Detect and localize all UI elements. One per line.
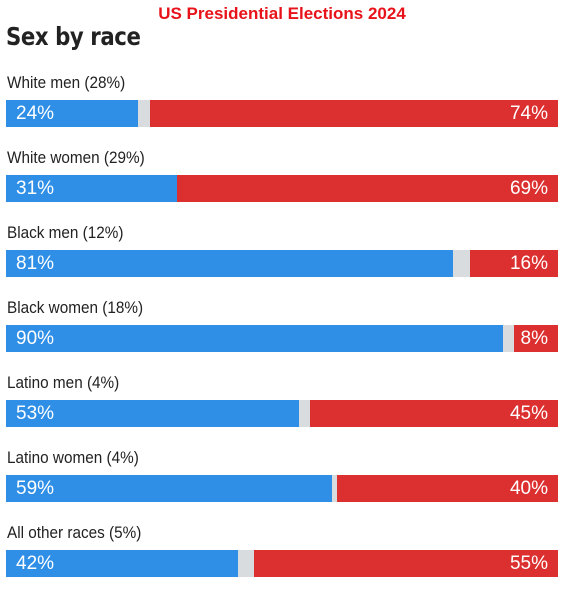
bar-segment-dem <box>6 400 299 427</box>
data-label-dem: 24% <box>16 103 55 124</box>
bar-segment-dem <box>6 175 178 202</box>
bar-segment-rep <box>337 475 558 502</box>
bar-segment-dem <box>6 325 503 352</box>
data-label-rep: 55% <box>509 553 548 574</box>
chart-subtitle: Sex by race <box>6 22 141 51</box>
data-label-rep: 40% <box>509 478 548 499</box>
data-label-rep: 69% <box>509 178 548 199</box>
bar-segment-dem <box>6 550 238 577</box>
bar-segment-other <box>453 250 470 277</box>
stacked-bar: 90% 8% <box>6 325 558 352</box>
category-label: Latino men (4%) <box>7 373 120 392</box>
chart-title: US Presidential Elections 2024 <box>158 4 406 23</box>
data-label-dem: 53% <box>16 403 55 424</box>
stacked-bar: 42% 55% <box>6 550 558 577</box>
bar-row: All other races (5%) 42% 55% <box>0 523 564 583</box>
bar-segment-rep <box>469 250 558 277</box>
bar-segment-other <box>331 475 338 502</box>
category-label: Black men (12%) <box>7 223 124 242</box>
data-label-dem: 90% <box>16 328 55 349</box>
category-label: All other races (5%) <box>7 523 142 542</box>
bar-segment-other <box>138 100 150 127</box>
bar-segment-rep <box>513 325 558 352</box>
bar-row: Black women (18%) 90% 8% <box>0 298 564 358</box>
data-label-rep: 8% <box>520 328 548 349</box>
bar-segment-dem <box>6 250 454 277</box>
data-label-rep: 74% <box>509 103 548 124</box>
bar-segment-rep <box>254 550 558 577</box>
category-label: White men (28%) <box>7 73 126 92</box>
stacked-bar: 53% 45% <box>6 400 558 427</box>
bar-segment-dem <box>6 475 332 502</box>
stacked-bar: 31% 69% <box>6 175 558 202</box>
bar-row: White women (29%) 31% 69% <box>0 148 564 208</box>
category-label: Black women (18%) <box>7 298 144 317</box>
category-label: Latino women (4%) <box>7 448 139 467</box>
bar-segment-other <box>502 325 514 352</box>
bar-segment-other <box>298 400 310 427</box>
data-label-dem: 81% <box>16 253 55 274</box>
bar-segment-other <box>237 550 255 577</box>
stacked-bar: 81% 16% <box>6 250 558 277</box>
stacked-bar: 59% 40% <box>6 475 558 502</box>
bar-row: White men (28%) 24% 74% <box>0 73 564 133</box>
bar-segment-rep <box>309 400 558 427</box>
stacked-bar: 24% 74% <box>6 100 558 127</box>
data-label-dem: 31% <box>16 178 55 199</box>
bar-segment-dem <box>6 100 139 127</box>
data-label-rep: 45% <box>509 403 548 424</box>
data-label-dem: 42% <box>16 553 55 574</box>
bar-segment-rep <box>177 175 558 202</box>
bar-row: Latino men (4%) 53% 45% <box>0 373 564 433</box>
bar-segment-rep <box>149 100 558 127</box>
bar-row: Black men (12%) 81% 16% <box>0 223 564 283</box>
data-label-dem: 59% <box>16 478 55 499</box>
bar-row: Latino women (4%) 59% 40% <box>0 448 564 508</box>
category-label: White women (29%) <box>7 148 145 167</box>
data-label-rep: 16% <box>509 253 548 274</box>
